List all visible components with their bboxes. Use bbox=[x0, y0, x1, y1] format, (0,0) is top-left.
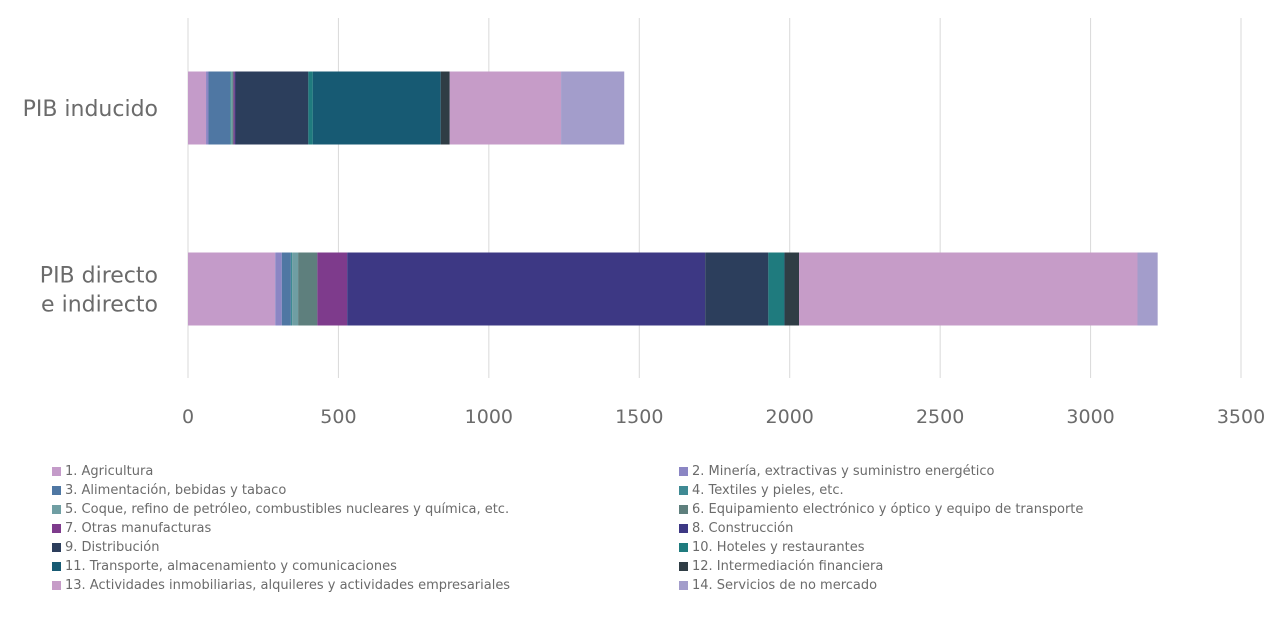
bar-segment bbox=[347, 252, 706, 326]
bar-segment bbox=[440, 71, 450, 145]
legend-swatch bbox=[52, 561, 61, 571]
legend-item: 10. Hoteles y restaurantes bbox=[679, 538, 1239, 556]
x-tick-label: 3500 bbox=[1217, 406, 1265, 428]
x-tick-label: 1000 bbox=[465, 406, 513, 428]
legend-label: 9. Distribución bbox=[65, 539, 160, 555]
bar-segment bbox=[235, 71, 309, 145]
bar-segment bbox=[233, 71, 235, 145]
legend-label: 6. Equipamiento electrónico y óptico y e… bbox=[692, 501, 1084, 517]
legend-label: 7. Otras manufacturas bbox=[65, 520, 212, 536]
legend-item: 13. Actividades inmobiliarias, alquilere… bbox=[52, 576, 679, 594]
legend-item: 7. Otras manufacturas bbox=[52, 519, 679, 537]
bar-segment bbox=[206, 71, 209, 145]
bar-segment bbox=[784, 252, 800, 326]
bar-segment bbox=[290, 252, 293, 326]
bar-segment bbox=[768, 252, 784, 326]
bar-segment bbox=[449, 71, 562, 145]
bar-segment bbox=[308, 71, 313, 145]
legend-label: 11. Transporte, almacenamiento y comunic… bbox=[65, 558, 397, 574]
bar-segment bbox=[292, 252, 299, 326]
x-axis-tick-labels: 0 500 1000 1500 2000 2500 3000 3500 bbox=[182, 406, 1265, 428]
legend-swatch bbox=[52, 542, 61, 552]
bar-segment bbox=[298, 252, 318, 326]
legend-label: 10. Hoteles y restaurantes bbox=[692, 539, 865, 555]
bar-segment bbox=[208, 71, 231, 145]
stacked-bar-chart: PIB inducido PIB directo e indirecto 0 500 1… bbox=[23, 18, 1265, 428]
legend-label: 2. Minería, extractivas y suministro ene… bbox=[692, 463, 995, 479]
bar-segment bbox=[232, 71, 234, 145]
x-tick-label: 1500 bbox=[615, 406, 663, 428]
bar-segments bbox=[188, 71, 1158, 326]
legend-swatch bbox=[679, 504, 688, 514]
category-label: e indirecto bbox=[41, 293, 158, 318]
legend-swatch bbox=[679, 561, 688, 571]
legend-swatch bbox=[52, 580, 61, 590]
legend-label: 3. Alimentación, bebidas y tabaco bbox=[65, 482, 287, 498]
legend-swatch bbox=[679, 485, 688, 495]
bar-segment bbox=[188, 71, 207, 145]
legend-item: 1. Agricultura bbox=[52, 462, 679, 480]
x-tick-label: 2500 bbox=[916, 406, 964, 428]
bar-segment bbox=[234, 71, 236, 145]
bar-segment bbox=[705, 252, 769, 326]
legend-swatch bbox=[679, 542, 688, 552]
bar-segment bbox=[799, 252, 1138, 326]
bar-segment bbox=[281, 252, 291, 326]
category-labels: PIB inducido PIB directo e indirecto bbox=[23, 97, 158, 318]
bar-segment bbox=[561, 71, 625, 145]
legend: 1. Agricultura 2. Minería, extractivas y … bbox=[52, 462, 1252, 594]
bar-segment bbox=[275, 252, 282, 326]
legend-item: 8. Construcción bbox=[679, 519, 1239, 537]
legend-item: 6. Equipamiento electrónico y óptico y e… bbox=[679, 500, 1239, 518]
bar-segment bbox=[230, 71, 232, 145]
legend-item: 9. Distribución bbox=[52, 538, 679, 556]
legend-swatch bbox=[52, 504, 61, 514]
legend-label: 14. Servicios de no mercado bbox=[692, 577, 878, 593]
category-label: PIB inducido bbox=[23, 97, 158, 122]
legend-swatch bbox=[52, 485, 61, 495]
bar-segment bbox=[231, 71, 233, 145]
category-label: PIB directo bbox=[40, 264, 158, 289]
x-tick-label: 0 bbox=[182, 406, 194, 428]
legend-item: 2. Minería, extractivas y suministro ene… bbox=[679, 462, 1239, 480]
legend-item: 11. Transporte, almacenamiento y comunic… bbox=[52, 557, 679, 575]
legend-label: 12. Intermediación financiera bbox=[692, 558, 884, 574]
bar-segment bbox=[317, 252, 348, 326]
legend-swatch bbox=[52, 466, 61, 476]
legend-label: 1. Agricultura bbox=[65, 463, 154, 479]
legend-label: 8. Construcción bbox=[692, 520, 794, 536]
bar-segment bbox=[188, 252, 276, 326]
legend-swatch bbox=[679, 580, 688, 590]
bar-segment bbox=[783, 252, 785, 326]
legend-swatch bbox=[52, 523, 61, 533]
legend-item: 3. Alimentación, bebidas y tabaco bbox=[52, 481, 679, 499]
legend-item: 5. Coque, refino de petróleo, combustibl… bbox=[52, 500, 679, 518]
x-tick-label: 500 bbox=[320, 406, 356, 428]
x-tick-label: 2000 bbox=[766, 406, 814, 428]
legend-item: 4. Textiles y pieles, etc. bbox=[679, 481, 1239, 499]
legend-item: 14. Servicios de no mercado bbox=[679, 576, 1239, 594]
legend-swatch bbox=[679, 523, 688, 533]
legend-label: 13. Actividades inmobiliarias, alquilere… bbox=[65, 577, 511, 593]
legend-item: 12. Intermediación financiera bbox=[679, 557, 1239, 575]
legend-label: 5. Coque, refino de petróleo, combustibl… bbox=[65, 501, 510, 517]
legend-label: 4. Textiles y pieles, etc. bbox=[692, 482, 844, 498]
legend-swatch bbox=[679, 466, 688, 476]
x-tick-label: 3000 bbox=[1066, 406, 1114, 428]
bar-segment bbox=[312, 71, 441, 145]
bar-segment bbox=[1137, 252, 1158, 326]
